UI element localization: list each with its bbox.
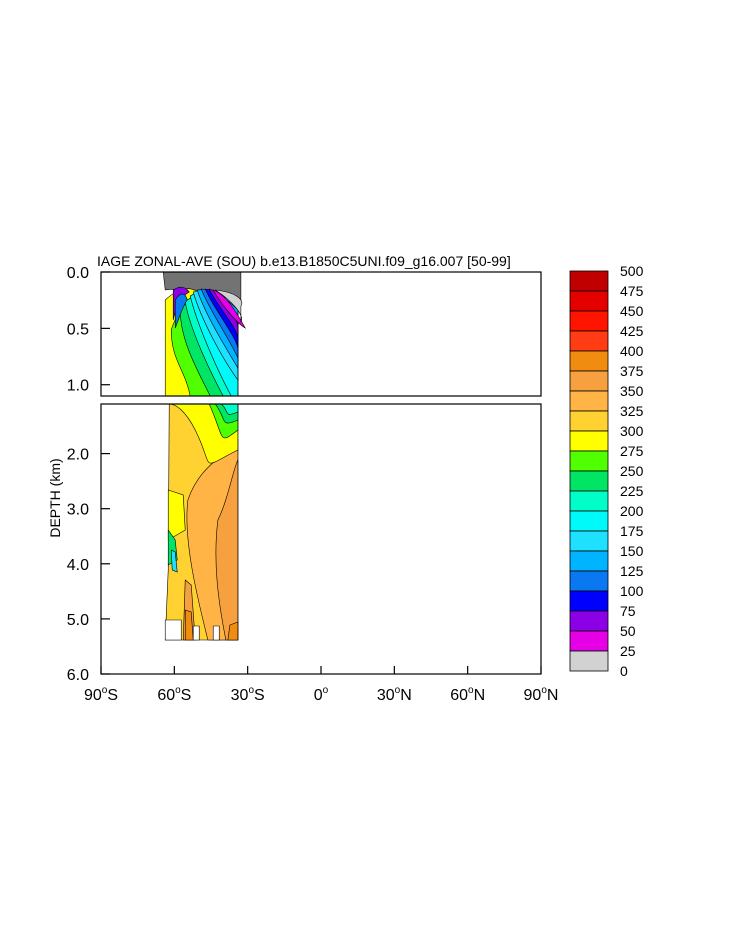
x-tick-label: 90oN: [524, 685, 559, 704]
y-tick-label: 0.5: [67, 321, 89, 338]
colorbar-label: 475: [620, 283, 644, 299]
colorbar-swatch: [569, 410, 609, 432]
contour-band: [192, 625, 200, 641]
colorbar-swatch: [569, 490, 609, 512]
colorbar-label: 500: [620, 263, 644, 279]
colorbar-label: 450: [620, 303, 644, 319]
contour-band: [167, 489, 186, 541]
colorbar-swatch: [569, 610, 609, 632]
contour-band: [164, 619, 182, 641]
y-tick-label: 6.0: [67, 667, 89, 684]
colorbar-swatch: [569, 470, 609, 492]
colorbar-label: 300: [620, 423, 644, 439]
colorbar-swatch: [569, 570, 609, 592]
colorbar-swatch: [569, 650, 609, 672]
colorbar-label: 275: [620, 443, 644, 459]
x-tick-label: 90oS: [84, 685, 118, 704]
y-axis-label: DEPTH (km): [47, 458, 63, 537]
contour-band: [215, 459, 239, 641]
contour-band: [174, 293, 188, 329]
y-tick-label: 2.0: [67, 447, 89, 464]
colorbar-label: 150: [620, 543, 644, 559]
colorbar-swatch: [569, 350, 609, 372]
colorbar-swatch: [569, 550, 609, 572]
y-tick-label: 5.0: [67, 612, 89, 629]
colorbar-swatch: [569, 270, 609, 292]
contour-field-top-panel: [162, 272, 247, 396]
y-tick-label: 1.0: [67, 378, 89, 395]
colorbar-swatch: [569, 370, 609, 392]
y-tick-label: 4.0: [67, 557, 89, 574]
colorbar-label: 400: [620, 343, 644, 359]
colorbar-label: 25: [620, 643, 636, 659]
colorbar-swatch: [569, 430, 609, 452]
colorbar-label: 375: [620, 363, 644, 379]
colorbar-label: 100: [620, 583, 644, 599]
colorbar: 5004754504254003753503253002752502252001…: [569, 263, 644, 679]
y-tick-label: 0.0: [67, 265, 89, 282]
colorbar-swatch: [569, 330, 609, 352]
colorbar-swatch: [569, 450, 609, 472]
y-axis: 0.0 0.5 1.0 2.0 3.0 4.0 5.0 6.0: [67, 265, 110, 684]
colorbar-label: 325: [620, 403, 644, 419]
contour-band: [215, 289, 243, 323]
contour-field-bottom-panel: [164, 404, 239, 641]
contour-band: [212, 625, 220, 641]
top-panel-frame: [100, 271, 542, 397]
colorbar-swatch: [569, 510, 609, 532]
colorbar-swatch: [569, 590, 609, 612]
x-tick-label: 0o: [314, 685, 329, 704]
colorbar-swatch: [569, 390, 609, 412]
colorbar-label: 125: [620, 563, 644, 579]
contour-band: [212, 289, 247, 329]
colorbar-label: 225: [620, 483, 644, 499]
colorbar-label: 425: [620, 323, 644, 339]
colorbar-swatch: [569, 310, 609, 332]
colorbar-swatch: [569, 290, 609, 312]
contour-band: [220, 404, 239, 415]
colorbar-label: 75: [620, 603, 636, 619]
y-tick-label: 3.0: [67, 502, 89, 519]
x-tick-label: 60oS: [157, 685, 191, 704]
colorbar-label: 50: [620, 623, 636, 639]
colorbar-label: 0: [620, 663, 628, 679]
chart-title: IAGE ZONAL-AVE (SOU) b.e13.B1850C5UNI.f0…: [97, 253, 511, 269]
x-tick-label: 60oN: [450, 685, 485, 704]
contour-band: [227, 621, 239, 641]
colorbar-swatch: [569, 630, 609, 652]
contour-band: [172, 286, 190, 321]
x-tick-label: 30oN: [377, 685, 412, 704]
contour-band: [170, 549, 178, 573]
x-axis: 90oS 60oS 30oS 0o 30oN 60oN 90oN: [84, 666, 558, 704]
colorbar-label: 250: [620, 463, 644, 479]
colorbar-label: 200: [620, 503, 644, 519]
colorbar-swatch: [569, 530, 609, 552]
x-tick-label: 30oS: [231, 685, 265, 704]
colorbar-label: 350: [620, 383, 644, 399]
colorbar-label: 175: [620, 523, 644, 539]
